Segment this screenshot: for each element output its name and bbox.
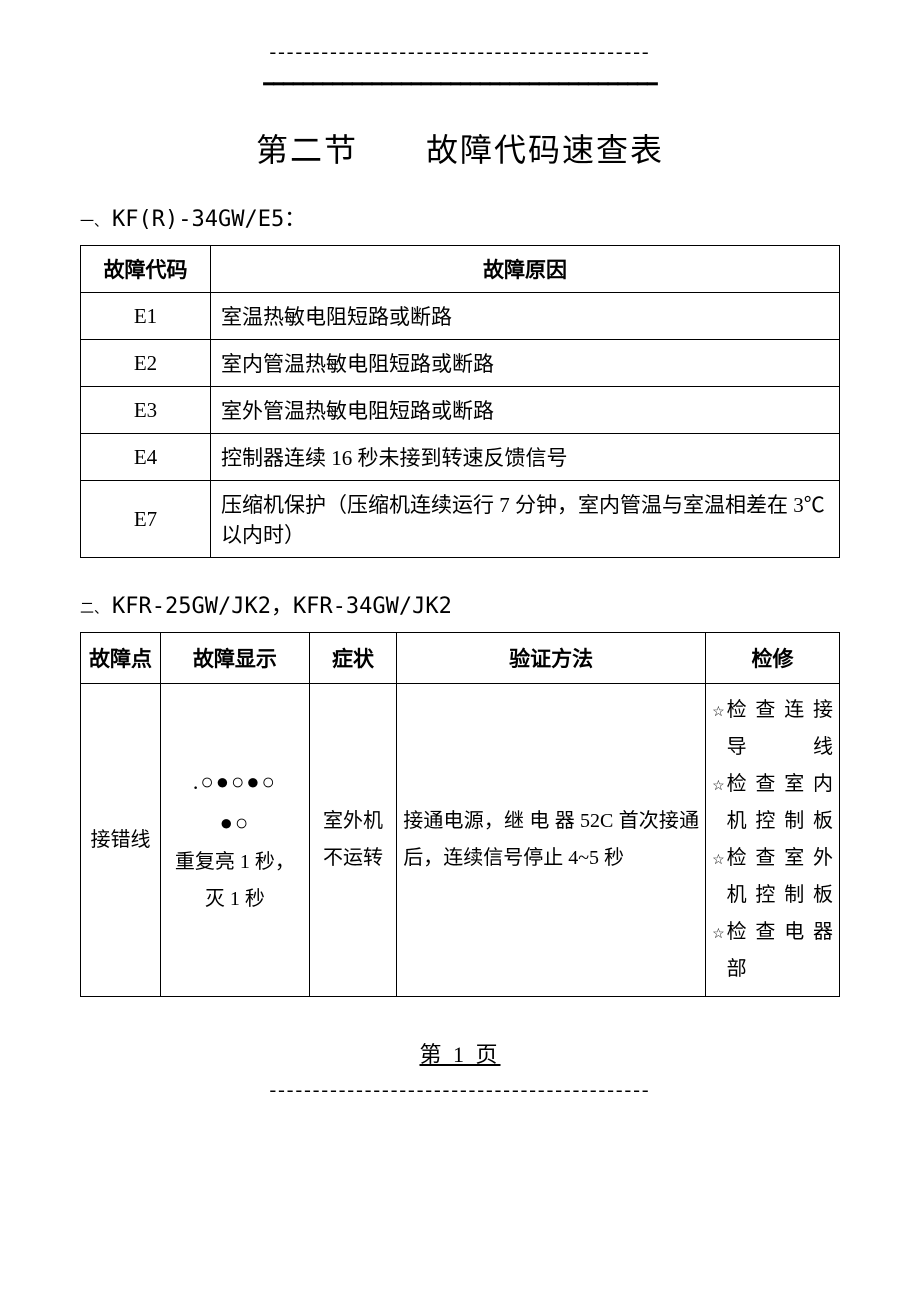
repair-item: ☆ 检 查 连 接 导线 — [712, 692, 833, 766]
top-double-line: ━━━━━━━━━━━━━━━━━━━━━━━━━━━━━━━━━━━━━━━━ — [80, 74, 840, 95]
repair-list: ☆ 检 查 连 接 导线 ☆ 检 查 室 内 机控制板 ☆ 检 查 室 外 机控… — [712, 692, 833, 988]
display-note: 重复亮 1 秒，灭 1 秒 — [167, 844, 303, 918]
cell-code: E3 — [81, 387, 211, 434]
diagnostic-table: 故障点 故障显示 症状 验证方法 检修 接错线 .○●○●○ ●○ 重复亮 1 … — [80, 632, 840, 997]
header-code: 故障代码 — [81, 246, 211, 293]
cell-symptom: 室外机不运转 — [309, 684, 396, 997]
page-number: 第 1 页 — [80, 1037, 840, 1069]
star-icon: ☆ — [712, 848, 725, 874]
bottom-dashes: ----------------------------------------… — [80, 1079, 840, 1102]
cell-code: E7 — [81, 481, 211, 558]
display-pattern-line2: ●○ — [167, 803, 303, 844]
cell-reason: 室温热敏电阻短路或断路 — [211, 293, 840, 340]
repair-text: 检 查 电 器 部 — [727, 914, 833, 988]
cell-repair: ☆ 检 查 连 接 导线 ☆ 检 查 室 内 机控制板 ☆ 检 查 室 外 机控… — [706, 684, 840, 997]
section1-name: KF(R)-34GW/E5： — [112, 201, 306, 233]
table-row: E3 室外管温热敏电阻短路或断路 — [81, 387, 840, 434]
star-icon: ☆ — [712, 922, 725, 948]
cell-reason: 控制器连续 16 秒未接到转速反馈信号 — [211, 434, 840, 481]
table-row: E7 压缩机保护（压缩机连续运行 7 分钟，室内管温与室温相差在 3℃以内时） — [81, 481, 840, 558]
repair-text: 检 查 室 内 机控制板 — [727, 766, 833, 840]
section2-name: KFR-25GW/JK2，KFR-34GW/JK2 — [112, 588, 452, 620]
header-symptom: 症状 — [309, 633, 396, 684]
header-repair: 检修 — [706, 633, 840, 684]
repair-item: ☆ 检 查 室 内 机控制板 — [712, 766, 833, 840]
section1-heading: 一、 KF(R)-34GW/E5： — [80, 201, 840, 233]
top-dashes: ----------------------------------------… — [80, 40, 840, 64]
table-header-row: 故障代码 故障原因 — [81, 246, 840, 293]
cell-code: E4 — [81, 434, 211, 481]
cell-reason: 室外管温热敏电阻短路或断路 — [211, 387, 840, 434]
cell-code: E2 — [81, 340, 211, 387]
header-verify: 验证方法 — [397, 633, 706, 684]
cell-point: 接错线 — [81, 684, 161, 997]
header-reason: 故障原因 — [211, 246, 840, 293]
header-display: 故障显示 — [161, 633, 310, 684]
display-pattern-line1: .○●○●○ — [167, 762, 303, 803]
table-row: 接错线 .○●○●○ ●○ 重复亮 1 秒，灭 1 秒 室外机不运转 接通电源，… — [81, 684, 840, 997]
table-row: E4 控制器连续 16 秒未接到转速反馈信号 — [81, 434, 840, 481]
fault-code-table: 故障代码 故障原因 E1 室温热敏电阻短路或断路 E2 室内管温热敏电阻短路或断… — [80, 245, 840, 558]
section2-heading: 二、 KFR-25GW/JK2，KFR-34GW/JK2 — [80, 588, 840, 620]
star-icon: ☆ — [712, 774, 725, 800]
cell-verify: 接通电源，继 电 器 52C 首次接通后，连续信号停止 4~5 秒 — [397, 684, 706, 997]
repair-text: 检 查 室 外 机控制板 — [727, 840, 833, 914]
cell-display: .○●○●○ ●○ 重复亮 1 秒，灭 1 秒 — [161, 684, 310, 997]
repair-item: ☆ 检 查 室 外 机控制板 — [712, 840, 833, 914]
section1-num: 一、 — [80, 211, 108, 231]
header-point: 故障点 — [81, 633, 161, 684]
page-title: 第二节 故障代码速查表 — [80, 125, 840, 171]
table-header-row: 故障点 故障显示 症状 验证方法 检修 — [81, 633, 840, 684]
repair-item: ☆ 检 查 电 器 部 — [712, 914, 833, 988]
repair-text: 检 查 连 接 导线 — [727, 692, 833, 766]
cell-reason: 室内管温热敏电阻短路或断路 — [211, 340, 840, 387]
table-row: E2 室内管温热敏电阻短路或断路 — [81, 340, 840, 387]
cell-code: E1 — [81, 293, 211, 340]
table-row: E1 室温热敏电阻短路或断路 — [81, 293, 840, 340]
section2-num: 二、 — [80, 598, 108, 618]
cell-reason: 压缩机保护（压缩机连续运行 7 分钟，室内管温与室温相差在 3℃以内时） — [211, 481, 840, 558]
star-icon: ☆ — [712, 700, 725, 726]
